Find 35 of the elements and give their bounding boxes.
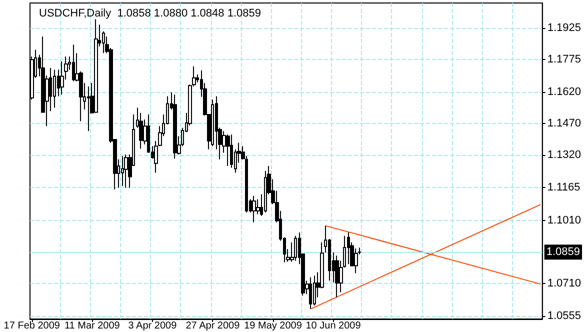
x-tick-label: 17 Feb 2009 (4, 320, 60, 332)
candlestick (347, 232, 350, 265)
y-tick-label: 1.1925 (547, 22, 582, 34)
chart-title: USDCHF,Daily 1.0858 1.0880 1.0848 1.0859 (39, 8, 261, 20)
candlestick (94, 18, 98, 114)
x-tick-label: 27 Apr 2009 (186, 320, 240, 332)
y-tick-label: 1.1010 (547, 214, 582, 226)
candlestick (124, 154, 128, 188)
candlestick (87, 86, 90, 132)
candlestick (294, 235, 297, 262)
y-tick-label: 1.0710 (547, 277, 582, 290)
candlestick (211, 99, 214, 147)
candlestick (313, 275, 316, 306)
x-tick-label: 10 Jun 2009 (306, 320, 362, 332)
y-tick-label: 1.0555 (547, 310, 582, 322)
candlestick (226, 134, 230, 167)
y-tick-label: 1.1320 (547, 149, 582, 162)
ref-line-label: 1.0859 (546, 246, 580, 258)
candlestick (121, 156, 124, 187)
candlestick (72, 44, 75, 82)
x-tick-label: 11 Mar 2009 (64, 320, 120, 332)
y-tick-label: 1.1165 (547, 182, 580, 194)
candlestick (309, 276, 312, 310)
x-tick-label: 19 May 2009 (244, 320, 302, 332)
y-tick-label: 1.1620 (547, 86, 582, 98)
candlestick (335, 255, 339, 298)
candlestick (173, 94, 177, 160)
candlestick (53, 69, 56, 108)
y-tick-label: 1.1775 (547, 53, 582, 66)
y-tick-label: 1.1470 (547, 118, 582, 130)
candlestick (139, 112, 143, 150)
candlestick (252, 195, 256, 223)
candlestick (60, 60, 64, 96)
x-tick-label: 3 Apr 2009 (128, 320, 178, 332)
candlestick (264, 170, 267, 214)
